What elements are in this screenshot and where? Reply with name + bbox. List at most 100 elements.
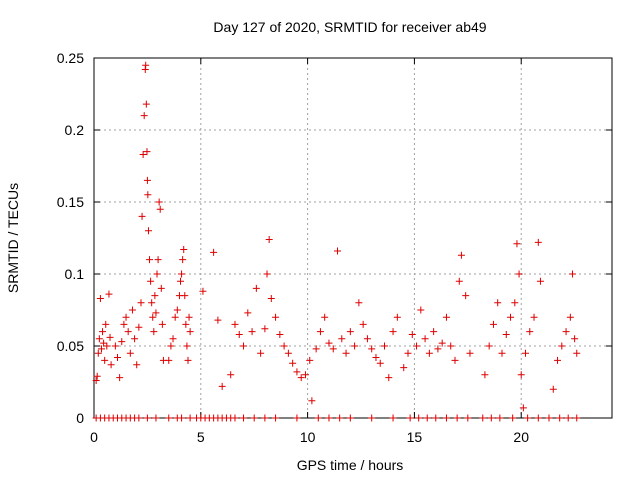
data-point [451, 356, 459, 364]
axis-ticks: 0 5 10 15 20 0 0.05 0.1 0.15 0.2 0.25 [57, 50, 612, 445]
data-point [417, 306, 425, 314]
data-point [244, 309, 252, 317]
data-point [272, 313, 280, 321]
data-point [289, 359, 297, 367]
x-axis-label: GPS time / hours [297, 457, 404, 473]
data-point [507, 313, 515, 321]
data-point [156, 205, 164, 213]
data-point [524, 414, 532, 422]
data-point [178, 414, 186, 422]
data-point [250, 414, 258, 422]
data-point [118, 338, 126, 346]
data-point [562, 328, 570, 336]
y-tick-label: 0.05 [57, 338, 84, 354]
data-point [464, 414, 472, 422]
data-point [138, 212, 146, 220]
data-point [261, 414, 269, 422]
data-point [413, 342, 421, 350]
data-point [545, 414, 553, 422]
data-point [511, 299, 519, 307]
x-tick-label: 5 [197, 429, 205, 445]
y-tick-label: 0 [76, 410, 84, 426]
data-point [515, 270, 523, 278]
data-points [92, 61, 581, 422]
data-point [389, 328, 397, 336]
data-point [351, 342, 359, 350]
data-point [479, 414, 487, 422]
data-point [346, 414, 354, 422]
data-point [342, 349, 350, 357]
data-point [105, 290, 113, 298]
x-tick-label: 10 [300, 429, 316, 445]
data-point [171, 313, 179, 321]
data-point [184, 356, 192, 364]
data-point [94, 349, 102, 357]
data-point [316, 328, 324, 336]
data-point [442, 313, 450, 321]
x-tick-label: 0 [90, 429, 98, 445]
data-point [107, 361, 115, 369]
data-point [519, 404, 527, 412]
data-point [272, 414, 280, 422]
data-point [359, 320, 367, 328]
data-point [355, 299, 363, 307]
data-point [135, 414, 143, 422]
data-point [556, 414, 564, 422]
data-point [152, 414, 160, 422]
data-point [167, 342, 175, 350]
data-point [96, 294, 104, 302]
data-point [131, 335, 139, 343]
data-point [210, 248, 218, 256]
data-point [173, 306, 181, 314]
data-point [432, 414, 440, 422]
data-point [293, 414, 301, 422]
plot-border [93, 57, 613, 419]
chart-title: Day 127 of 2020, SRMTID for receiver ab4… [213, 19, 486, 35]
data-point [434, 345, 442, 353]
data-point [152, 309, 160, 317]
x-tick-label: 20 [513, 429, 529, 445]
data-point [128, 306, 136, 314]
data-point [113, 354, 121, 362]
data-point [308, 397, 316, 405]
data-point [181, 292, 189, 300]
data-point [148, 299, 156, 307]
data-point [502, 330, 510, 338]
data-point [421, 335, 429, 343]
data-point [139, 150, 147, 158]
data-point [120, 320, 128, 328]
data-point [509, 414, 517, 422]
data-point [573, 349, 581, 357]
data-point [489, 320, 497, 328]
data-point [182, 320, 190, 328]
data-point [363, 335, 371, 343]
data-point [494, 299, 502, 307]
data-point [496, 414, 504, 422]
data-point [146, 256, 154, 264]
data-point [261, 325, 269, 333]
data-point [314, 414, 322, 422]
data-point [177, 277, 185, 285]
data-point [549, 385, 557, 393]
data-point [334, 247, 342, 255]
data-point [214, 316, 222, 324]
data-point [325, 339, 333, 347]
data-point [534, 238, 542, 246]
data-point [571, 335, 579, 343]
data-point [276, 330, 284, 338]
data-point [293, 368, 301, 376]
data-point [455, 277, 463, 285]
data-point [263, 270, 271, 278]
y-tick-label: 0.25 [57, 50, 84, 66]
data-point [149, 313, 157, 321]
data-point [240, 414, 248, 422]
data-point [97, 345, 105, 353]
data-point [218, 382, 226, 390]
data-point [466, 349, 474, 357]
data-point [408, 330, 416, 338]
data-point [321, 313, 329, 321]
data-point [165, 414, 173, 422]
data-point [144, 191, 152, 199]
y-tick-label: 0.15 [57, 194, 84, 210]
data-point [151, 292, 159, 300]
